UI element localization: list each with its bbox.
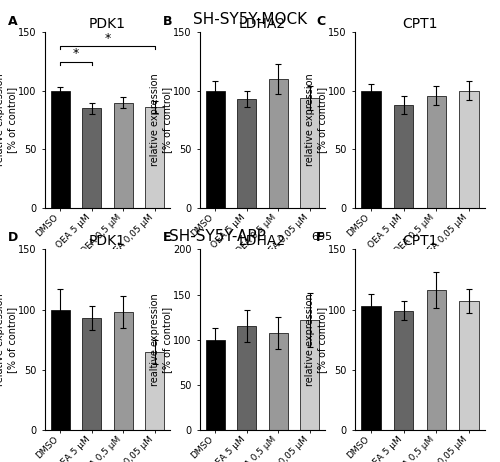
Title: LDHA2: LDHA2	[239, 17, 286, 31]
Text: SH-SY5Y-APP: SH-SY5Y-APP	[169, 229, 266, 243]
Bar	[300, 98, 320, 208]
Y-axis label: relative expression
[% of control]: relative expression [% of control]	[150, 74, 172, 166]
Text: 695: 695	[312, 232, 332, 243]
Title: CPT1: CPT1	[402, 234, 438, 248]
Bar	[114, 312, 133, 430]
Bar	[237, 99, 256, 208]
Bar	[146, 107, 165, 208]
Text: C: C	[316, 15, 325, 28]
Text: *: *	[104, 32, 110, 45]
Text: *: *	[73, 48, 79, 61]
Bar	[361, 306, 380, 430]
Bar	[460, 91, 479, 208]
Title: CPT1: CPT1	[402, 17, 438, 31]
Title: LDHA2: LDHA2	[239, 234, 286, 248]
Bar	[269, 333, 288, 430]
Text: F: F	[316, 231, 324, 244]
Bar	[82, 318, 101, 430]
Bar	[114, 103, 133, 208]
Text: B: B	[162, 15, 172, 28]
Y-axis label: relative expression
[% of control]: relative expression [% of control]	[305, 74, 327, 166]
Bar	[394, 105, 413, 208]
Bar	[82, 109, 101, 208]
Bar	[426, 96, 446, 208]
Title: PDK1: PDK1	[89, 17, 126, 31]
Bar	[50, 91, 70, 208]
Y-axis label: relative expression
[% of control]: relative expression [% of control]	[305, 293, 327, 386]
Bar	[300, 320, 320, 430]
Bar	[394, 311, 413, 430]
Y-axis label: relative expression
[% of control]: relative expression [% of control]	[0, 293, 17, 386]
Y-axis label: realtive expression
[% of control]: realtive expression [% of control]	[150, 293, 172, 386]
Bar	[426, 290, 446, 430]
Bar	[269, 79, 288, 208]
Text: D: D	[8, 231, 18, 244]
Bar	[460, 301, 479, 430]
Bar	[50, 310, 70, 430]
Bar	[237, 326, 256, 430]
Title: PDK1: PDK1	[89, 234, 126, 248]
Bar	[206, 91, 225, 208]
Y-axis label: relative expression
[% of control]: relative expression [% of control]	[0, 74, 17, 166]
Bar	[146, 352, 165, 430]
Text: E: E	[162, 231, 171, 244]
Text: SH-SY5Y-MOCK: SH-SY5Y-MOCK	[193, 12, 307, 26]
Bar	[206, 340, 225, 430]
Text: A: A	[8, 15, 17, 28]
Bar	[361, 91, 380, 208]
